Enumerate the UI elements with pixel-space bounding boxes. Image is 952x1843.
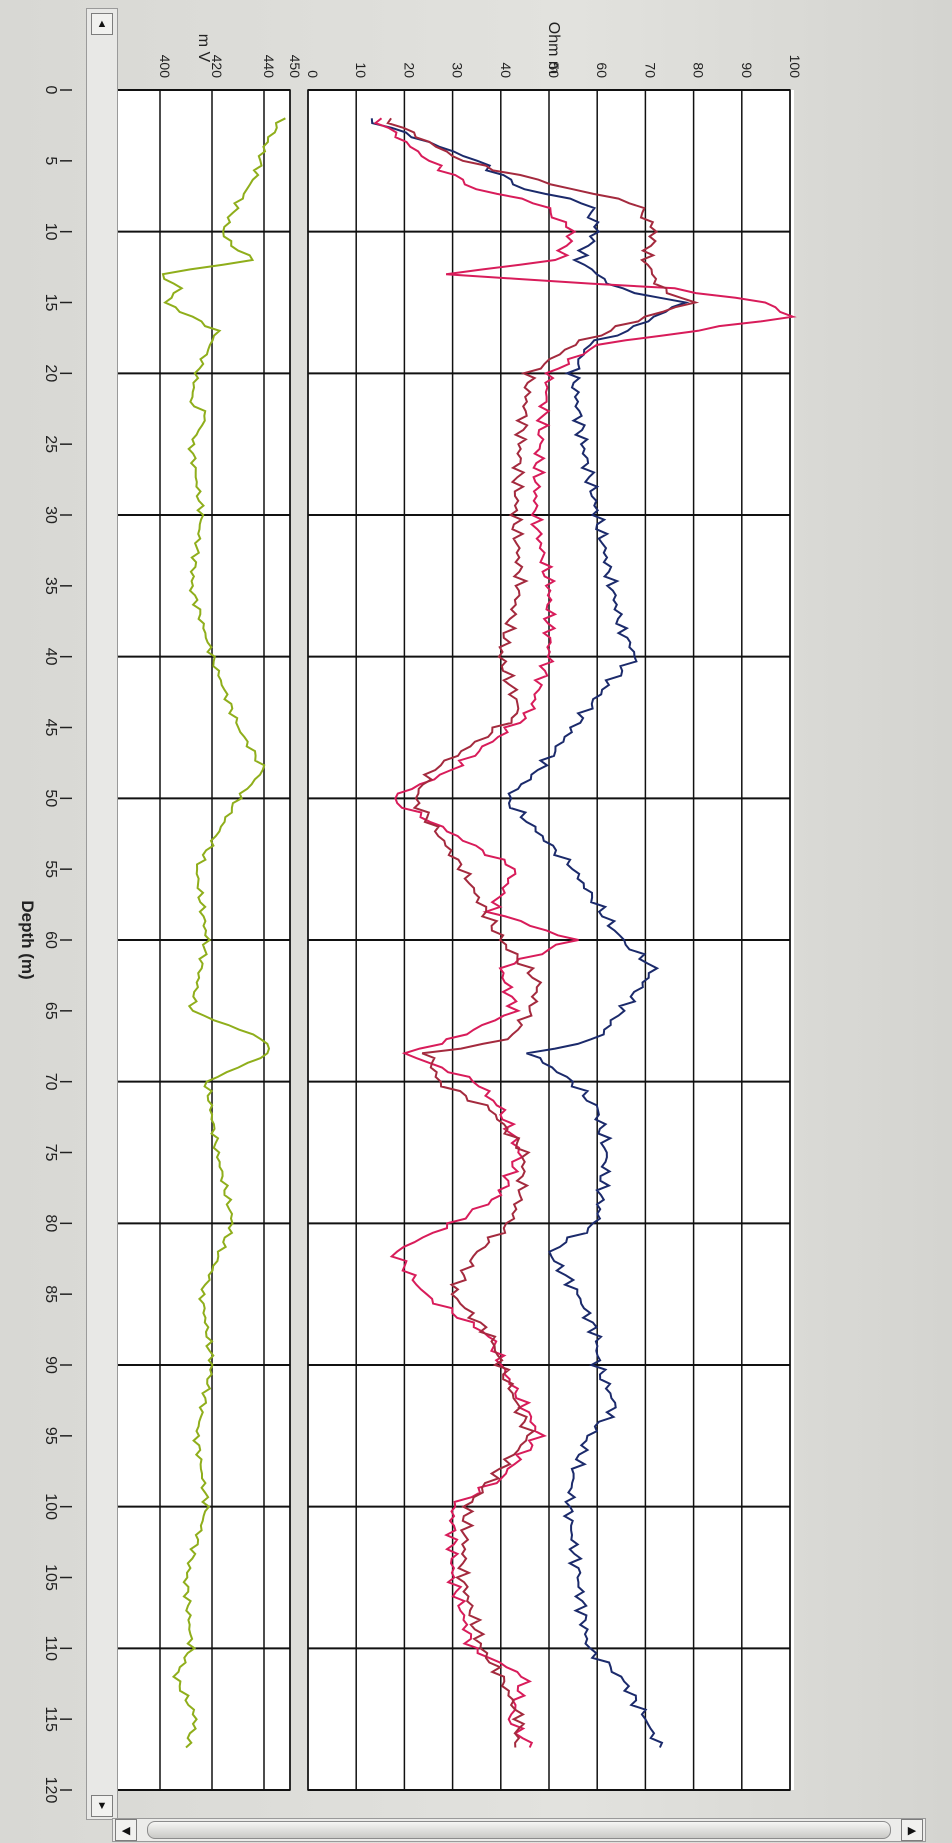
depth-tick-label: 20 <box>42 364 59 382</box>
depth-axis-title: Depth (m) <box>18 900 37 979</box>
triangle-down-icon: ▼ <box>96 1800 108 1812</box>
sp-value-tick-label: 450 <box>287 55 303 79</box>
depth-tick-label: 115 <box>42 1706 59 1732</box>
depth-tick-label: 55 <box>42 860 59 878</box>
sp-value-tick-label: 420 <box>209 55 225 79</box>
resistivity-value-tick-label: 50 <box>546 62 562 78</box>
sp-axis-title: m V <box>195 34 212 63</box>
resistivity-value-tick-label: 80 <box>691 62 707 78</box>
resistivity-value-tick-label: 60 <box>594 62 610 78</box>
depth-tick-label: 75 <box>42 1144 59 1162</box>
resistivity-value-tick-label: 10 <box>353 62 369 78</box>
resistivity-value-tick-label: 100 <box>787 55 803 79</box>
sp-value-tick-label: 440 <box>261 55 277 79</box>
triangle-right-icon: ▶ <box>907 1824 917 1837</box>
depth-tick-label: 10 <box>42 223 59 241</box>
triangle-left-icon: ◀ <box>121 1824 131 1837</box>
depth-tick-label: 120 <box>42 1777 59 1804</box>
depth-tick-label: 100 <box>42 1493 59 1520</box>
depth-tick-label: 35 <box>42 577 59 595</box>
depth-tick-label: 105 <box>42 1564 59 1591</box>
depth-tick-label: 25 <box>42 435 59 453</box>
depth-tick-label: 40 <box>42 648 59 666</box>
resistivity-medium-curve <box>386 117 700 1748</box>
vertical-scrollbar[interactable]: ▲ ▼ <box>86 8 118 1820</box>
resistivity-value-tick-label: 0 <box>305 70 321 78</box>
depth-tick-label: 70 <box>42 1073 59 1091</box>
resistivity-deep-curve <box>370 118 690 1748</box>
sp-value-tick-label: 400 <box>157 55 173 79</box>
horizontal-scrollbar[interactable]: ◀ ▶ <box>112 1818 926 1842</box>
depth-tick-label: 90 <box>42 1356 59 1374</box>
depth-tick-label: 45 <box>42 719 59 737</box>
resistivity-value-tick-label: 70 <box>642 62 658 78</box>
depth-tick-label: 0 <box>42 86 59 95</box>
depth-tick-label: 15 <box>42 294 59 312</box>
scroll-up-button[interactable]: ▲ <box>91 13 113 35</box>
horizontal-scroll-thumb[interactable] <box>147 1821 891 1839</box>
resistivity-shallow-curve <box>373 117 797 1748</box>
depth-tick-label: 30 <box>42 506 59 524</box>
depth-tick-label: 85 <box>42 1285 59 1303</box>
depth-tick-label: 50 <box>42 789 59 807</box>
resistivity-axis-title: Ohm m <box>545 22 562 74</box>
depth-tick-label: 65 <box>42 1002 59 1020</box>
resistivity-value-tick-label: 20 <box>401 62 417 78</box>
scroll-down-button[interactable]: ▼ <box>91 1795 113 1817</box>
depth-tick-label: 5 <box>42 156 59 165</box>
depth-tick-label: 110 <box>42 1636 59 1662</box>
sp-curve <box>161 117 286 1749</box>
triangle-up-icon: ▲ <box>96 18 108 30</box>
resistivity-value-tick-label: 30 <box>450 62 466 78</box>
scroll-right-button[interactable]: ▶ <box>901 1819 923 1841</box>
resistivity-value-tick-label: 90 <box>739 62 755 78</box>
depth-tick-label: 80 <box>42 1214 59 1232</box>
depth-tick-label: 60 <box>42 931 59 949</box>
depth-tick-label: 95 <box>42 1427 59 1445</box>
scroll-left-button[interactable]: ◀ <box>115 1819 137 1841</box>
resistivity-value-tick-label: 40 <box>498 62 514 78</box>
